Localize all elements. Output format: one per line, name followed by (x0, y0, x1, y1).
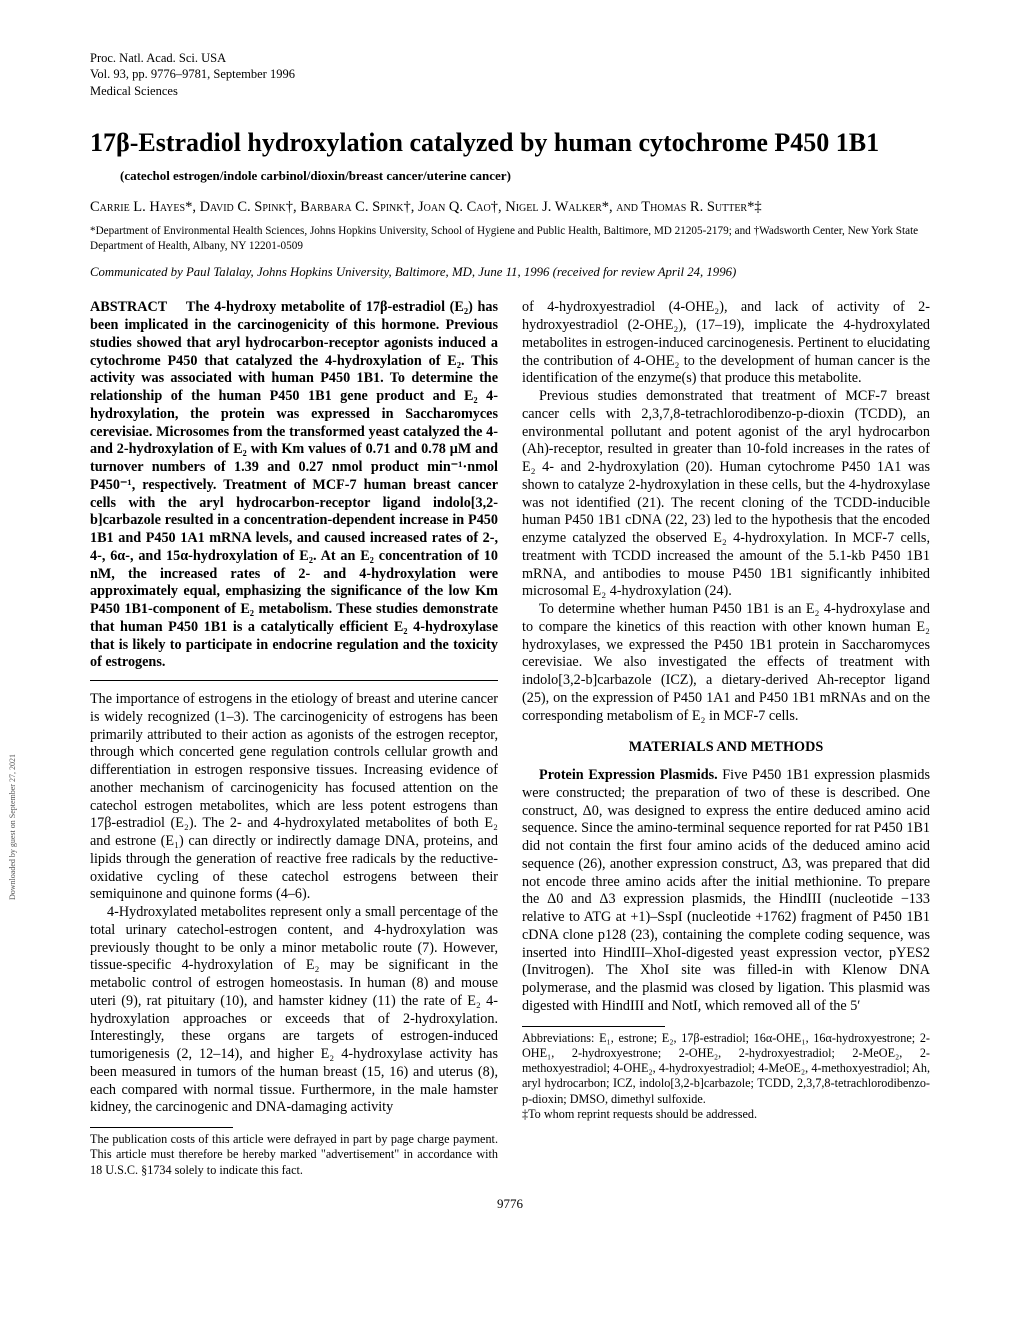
methods-body: Five P450 1B1 expression plasmids were c… (522, 767, 930, 1014)
intro-para-2: 4-Hydroxylated metabolites represent onl… (90, 904, 498, 1117)
download-note: Downloaded by guest on September 27, 202… (8, 754, 18, 900)
journal-vol: Vol. 93, pp. 9776–9781, September 1996 (90, 66, 930, 82)
journal-name: Proc. Natl. Acad. Sci. USA (90, 50, 930, 66)
authors: Carrie L. Hayes*, David C. Spink†, Barba… (90, 198, 930, 216)
keywords: (catechol estrogen/indole carbinol/dioxi… (120, 168, 930, 184)
article-title: 17β-Estradiol hydroxylation catalyzed by… (90, 127, 930, 158)
communicated-line: Communicated by Paul Talalay, Johns Hopk… (90, 265, 930, 281)
col2-para-2: Previous studies demonstrated that treat… (522, 388, 930, 601)
col2-para-1: of 4-hydroxyestradiol (4-OHE₂), and lack… (522, 299, 930, 388)
intro-para-1: The importance of estrogens in the etiol… (90, 691, 498, 904)
abstract-body: The 4-hydroxy metabolite of 17β-estradio… (90, 299, 498, 670)
footnote-rule-left (90, 1127, 233, 1128)
footnote-left: The publication costs of this article we… (90, 1132, 498, 1178)
abstract: ABSTRACT The 4-hydroxy metabolite of 17β… (90, 299, 498, 672)
abstract-rule (90, 680, 498, 681)
methods-heading: MATERIALS AND METHODS (522, 739, 930, 757)
page-number: 9776 (90, 1196, 930, 1212)
footnote-reprint: ‡To whom reprint requests should be addr… (522, 1107, 930, 1122)
journal-section: Medical Sciences (90, 83, 930, 99)
body-columns: ABSTRACT The 4-hydroxy metabolite of 17β… (90, 299, 930, 1178)
abstract-label: ABSTRACT (90, 299, 167, 315)
footnote-abbrev: Abbreviations: E₁, estrone; E₂, 17β-estr… (522, 1031, 930, 1107)
col2-para-3: To determine whether human P450 1B1 is a… (522, 601, 930, 725)
methods-para-1: Protein Expression Plasmids. Five P450 1… (522, 767, 930, 1016)
journal-header: Proc. Natl. Acad. Sci. USA Vol. 93, pp. … (90, 50, 930, 99)
footnote-rule-right (522, 1026, 665, 1027)
affiliations: *Department of Environmental Health Scie… (90, 224, 930, 253)
